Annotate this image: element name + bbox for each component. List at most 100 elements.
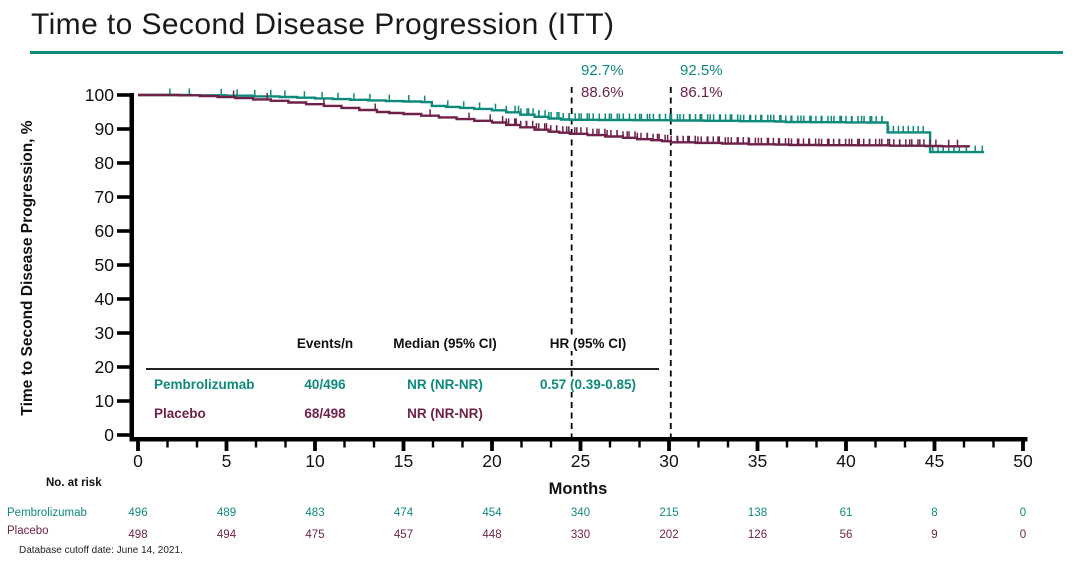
y-tick-label: 0 bbox=[104, 424, 114, 445]
y-tick bbox=[117, 297, 130, 301]
x-minor-tick bbox=[785, 441, 789, 448]
table-header-hr: HR (95% CI) bbox=[546, 336, 630, 351]
at-risk-count: 126 bbox=[747, 529, 768, 541]
x-major-tick bbox=[844, 441, 848, 451]
no-at-risk-label: No. at risk bbox=[46, 477, 102, 489]
x-major-tick bbox=[755, 441, 760, 451]
y-tick-label: 20 bbox=[94, 356, 114, 377]
x-axis bbox=[129, 437, 1028, 442]
table-row-pembrolizumab-name: Pembrolizumab bbox=[151, 377, 258, 392]
x-minor-tick bbox=[549, 441, 553, 448]
x-tick-label: 0 bbox=[133, 451, 143, 471]
table-header-median: Median (95% CI) bbox=[390, 336, 500, 351]
x-axis-title: Months bbox=[548, 480, 608, 498]
x-minor-tick bbox=[608, 441, 612, 448]
x-major-tick bbox=[313, 441, 317, 451]
x-minor-tick bbox=[520, 441, 523, 448]
x-minor-tick bbox=[962, 441, 966, 448]
table-row-pembrolizumab-hr: 0.57 (0.39-0.85) bbox=[536, 377, 640, 392]
at-risk-count: 454 bbox=[482, 507, 502, 519]
y-tick bbox=[117, 263, 130, 267]
y-tick bbox=[117, 195, 130, 199]
x-major-tick bbox=[401, 441, 406, 451]
x-minor-tick bbox=[372, 441, 376, 448]
x-tick-label: 20 bbox=[482, 451, 502, 471]
x-tick-label: 45 bbox=[924, 451, 945, 471]
y-tick bbox=[117, 433, 130, 437]
table-row-pembrolizumab-median: NR (NR-NR) bbox=[404, 377, 486, 392]
at-risk-count: 457 bbox=[393, 529, 414, 541]
x-minor-tick bbox=[195, 441, 199, 448]
y-tick bbox=[117, 365, 130, 369]
y-axis bbox=[129, 93, 134, 442]
y-tick-label: 30 bbox=[94, 322, 114, 343]
at-risk-count: 483 bbox=[305, 507, 325, 519]
at-risk-count: 474 bbox=[393, 507, 414, 519]
table-header-rule bbox=[146, 368, 659, 370]
x-major-tick bbox=[490, 441, 494, 451]
x-major-tick bbox=[136, 441, 140, 451]
y-tick-label: 70 bbox=[94, 186, 114, 207]
x-minor-tick bbox=[903, 441, 907, 448]
at-risk-row-label-pembrolizumab: Pembrolizumab bbox=[7, 507, 87, 519]
censor-ticks-pembrolizumab bbox=[169, 88, 984, 154]
x-minor-tick bbox=[343, 441, 346, 448]
landmark-24mo-pembrolizumab-rate: 92.7% bbox=[581, 62, 624, 79]
x-tick-label: 35 bbox=[747, 451, 768, 471]
at-risk-count: 61 bbox=[839, 507, 853, 519]
x-tick-label: 50 bbox=[1013, 451, 1033, 471]
table-header-events: Events/n bbox=[293, 336, 357, 351]
at-risk-count: 340 bbox=[570, 507, 591, 519]
at-risk-count: 489 bbox=[216, 507, 237, 519]
x-major-tick bbox=[1021, 441, 1025, 451]
table-row-placebo-median: NR (NR-NR) bbox=[404, 406, 486, 421]
x-minor-tick bbox=[874, 441, 877, 448]
y-tick bbox=[117, 161, 130, 165]
y-tick-label: 90 bbox=[94, 118, 114, 139]
x-minor-tick bbox=[697, 441, 700, 448]
at-risk-count: 138 bbox=[747, 507, 768, 519]
at-risk-count: 215 bbox=[659, 507, 679, 519]
x-tick-label: 40 bbox=[836, 451, 856, 471]
at-risk-count: 330 bbox=[570, 529, 591, 541]
y-tick-label: 60 bbox=[94, 220, 114, 241]
at-risk-count: 494 bbox=[216, 529, 237, 541]
x-tick-label: 15 bbox=[393, 451, 414, 471]
y-tick bbox=[117, 127, 130, 131]
database-cutoff-note: Database cutoff date: June 14, 2021. bbox=[19, 545, 183, 556]
x-minor-tick bbox=[166, 441, 169, 448]
pembrolizumab-curve bbox=[138, 93, 985, 154]
at-risk-count: 8 bbox=[931, 507, 938, 519]
at-risk-count: 0 bbox=[1019, 529, 1027, 541]
x-major-tick bbox=[224, 441, 229, 451]
x-minor-tick bbox=[284, 441, 287, 448]
at-risk-count: 496 bbox=[128, 507, 148, 519]
x-minor-tick bbox=[815, 441, 818, 448]
y-tick-label: 80 bbox=[94, 152, 114, 173]
at-risk-row-label-placebo: Placebo bbox=[7, 525, 49, 537]
at-risk-count: 56 bbox=[839, 529, 853, 541]
y-tick-label: 10 bbox=[94, 390, 114, 411]
x-minor-tick bbox=[638, 441, 641, 448]
y-tick-label: 100 bbox=[84, 84, 114, 105]
x-minor-tick bbox=[726, 441, 730, 448]
at-risk-count: 475 bbox=[305, 529, 325, 541]
x-minor-tick bbox=[254, 441, 258, 448]
at-risk-count: 498 bbox=[128, 529, 148, 541]
at-risk-count: 9 bbox=[931, 529, 938, 541]
y-tick bbox=[117, 229, 130, 233]
x-major-tick bbox=[932, 441, 937, 451]
at-risk-count: 0 bbox=[1019, 507, 1027, 519]
y-tick bbox=[117, 399, 130, 403]
landmark-30mo-pembrolizumab-rate: 92.5% bbox=[680, 62, 723, 79]
y-tick-label: 50 bbox=[94, 254, 114, 275]
at-risk-count: 448 bbox=[482, 529, 502, 541]
x-tick-label: 10 bbox=[305, 451, 325, 471]
title-underline bbox=[30, 51, 1063, 54]
x-major-tick bbox=[667, 441, 671, 451]
y-tick bbox=[117, 331, 130, 335]
censor-ticks-placebo bbox=[232, 90, 959, 148]
landmark-24mo-placebo-rate: 88.6% bbox=[581, 84, 624, 101]
